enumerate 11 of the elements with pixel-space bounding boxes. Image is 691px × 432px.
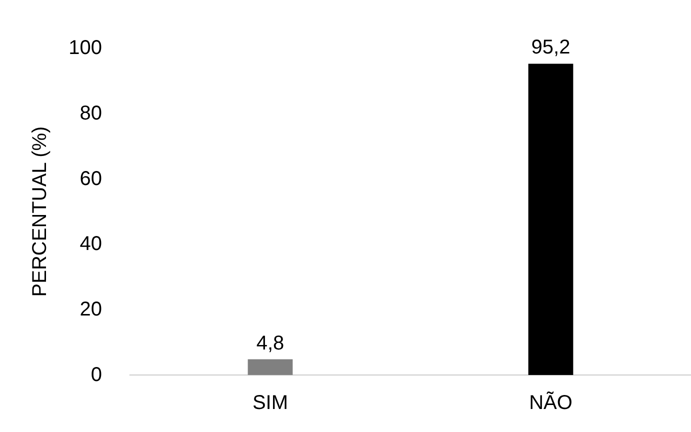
data-label: 95,2 bbox=[531, 36, 570, 59]
y-tick-label: 60 bbox=[80, 168, 102, 190]
y-tick-label: 80 bbox=[80, 102, 102, 124]
y-tick-label: 100 bbox=[68, 37, 102, 59]
x-tick-label: SIM bbox=[252, 392, 288, 414]
y-tick-label: 20 bbox=[80, 298, 102, 321]
y-tick-label: 40 bbox=[80, 233, 102, 256]
y-tick-label: 0 bbox=[90, 364, 102, 386]
y-axis-title: PERCENTUAL (%) bbox=[29, 126, 51, 297]
x-tick-label: NÃO bbox=[529, 391, 572, 414]
data-label: 4,8 bbox=[256, 332, 284, 354]
